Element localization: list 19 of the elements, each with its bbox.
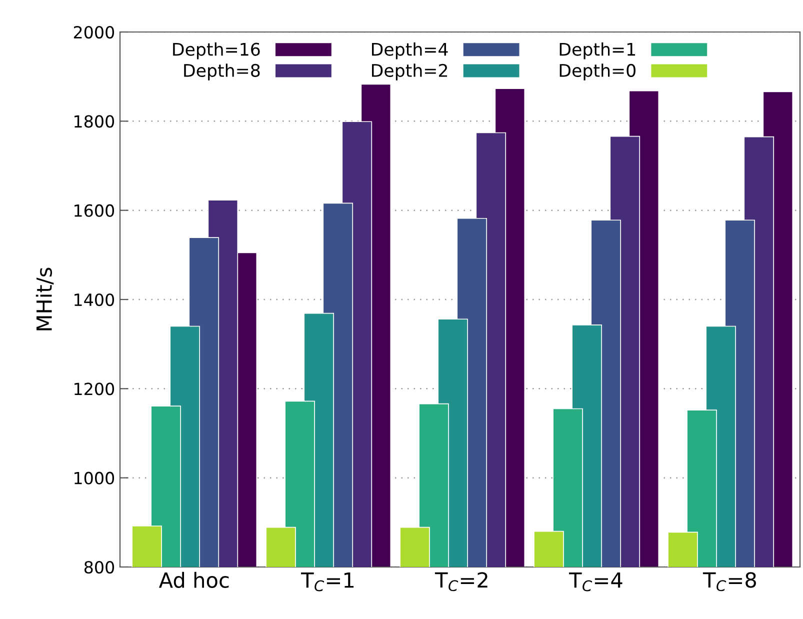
y-tick-label: 1000 xyxy=(74,472,114,484)
y-tick-label: 1800 xyxy=(74,115,114,128)
y-axis-title: MHit/s xyxy=(36,268,54,330)
x-tick-label: T$_{C}$=1 xyxy=(301,572,354,592)
y-tick-label: 1600 xyxy=(74,204,114,217)
legend-label: Depth=8 xyxy=(184,64,260,80)
legend-label: Depth=16 xyxy=(173,42,260,60)
x-tick-label: T$_{C}$=2 xyxy=(434,572,488,592)
legend-label: Depth=2 xyxy=(372,64,448,80)
x-tick-label: T$_{C}$=4 xyxy=(568,572,622,592)
y-tick-label: 800 xyxy=(84,560,114,574)
x-tick-label: Ad hoc xyxy=(158,572,229,588)
legend-label: Depth=1 xyxy=(560,42,636,60)
x-tick-label: T$_{C}$=8 xyxy=(702,572,756,592)
y-tick-label: 1200 xyxy=(74,382,114,396)
legend-label: Depth=0 xyxy=(560,64,636,80)
y-tick-label: 2000 xyxy=(74,26,114,39)
legend-label: Depth=4 xyxy=(372,42,448,60)
y-tick-label: 1400 xyxy=(74,293,114,306)
